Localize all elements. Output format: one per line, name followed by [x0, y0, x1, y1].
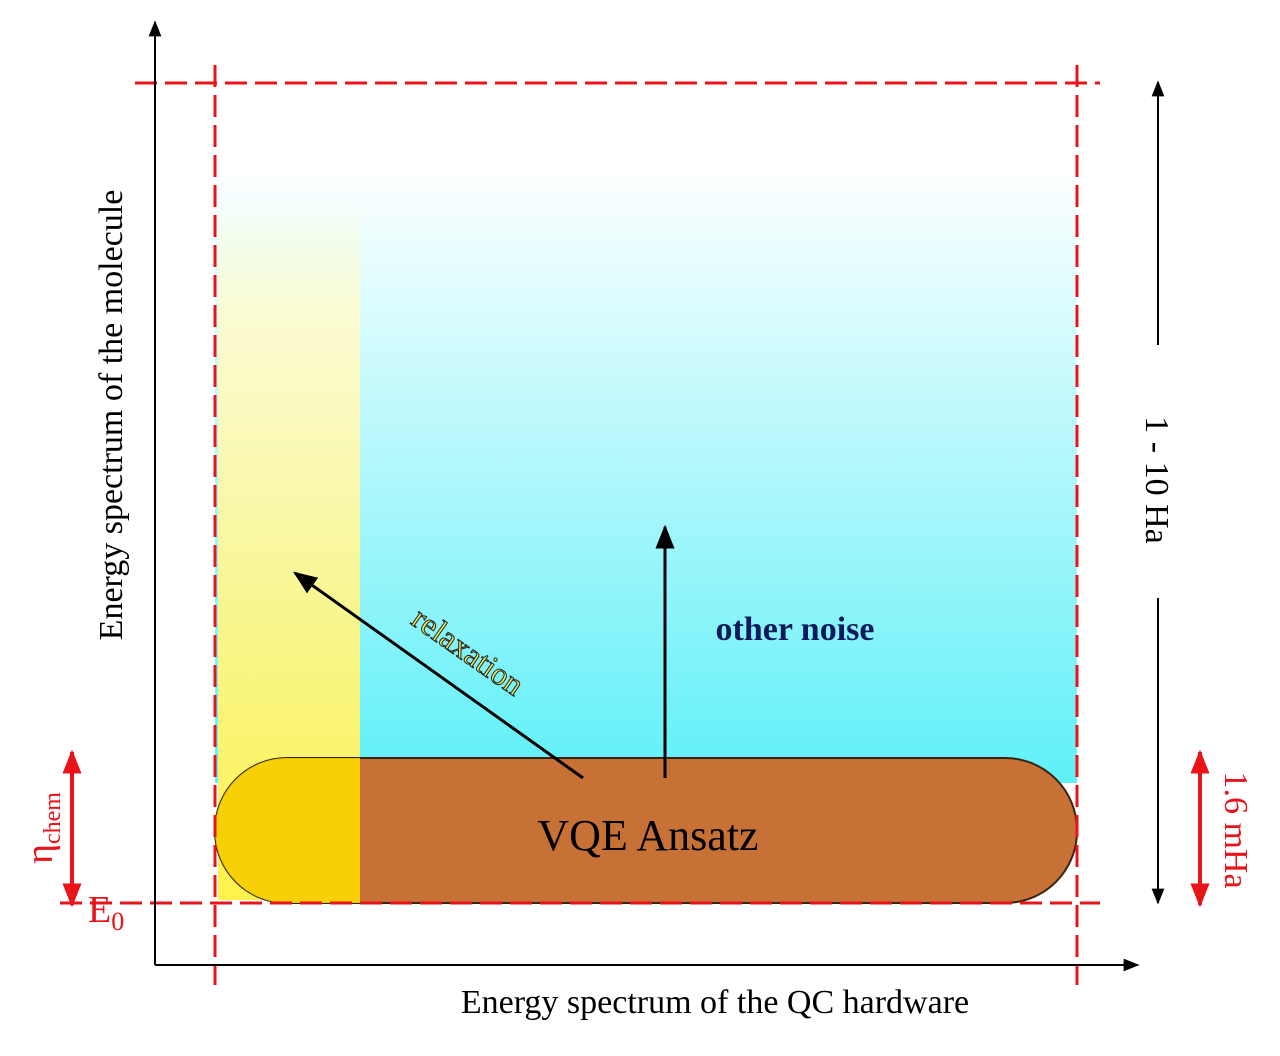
e: E: [88, 889, 111, 931]
range-label: 1 - 10 Ha: [1138, 416, 1175, 543]
noise-label: other noise: [716, 611, 875, 648]
relaxation-arrow: [293, 571, 584, 780]
ansatz-overlap: [215, 758, 360, 903]
e-sub: 0: [111, 907, 124, 936]
y-axis-label: Energy spectrum of the molecule: [93, 190, 130, 641]
accuracy-label: 1.6 mHa: [1217, 771, 1254, 888]
x-axis-label: Energy spectrum of the QC hardware: [461, 984, 969, 1021]
bounds: [60, 65, 1100, 985]
ansatz-label: VQE Ansatz: [537, 811, 758, 860]
e0-label: E0: [88, 889, 124, 936]
eta: η: [19, 844, 61, 864]
eta-sub: chem: [40, 792, 66, 844]
eta-label: ηchem: [19, 792, 66, 864]
